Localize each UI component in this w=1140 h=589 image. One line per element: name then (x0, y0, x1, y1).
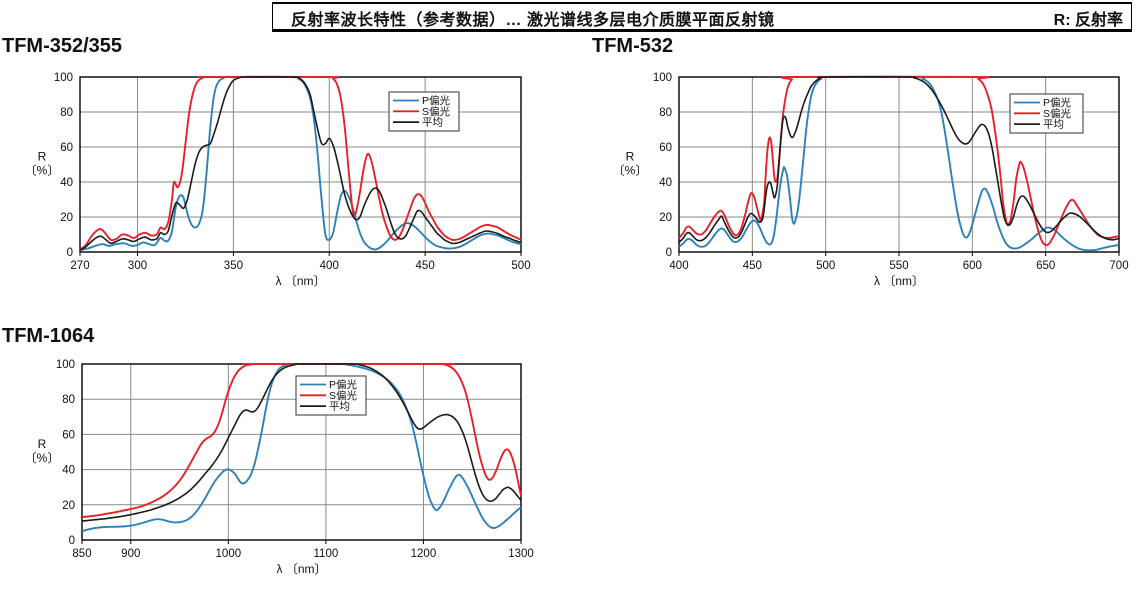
reflectance-note: R: 反射率 (1053, 12, 1123, 29)
x-axis-label: λ 〔nm〕 (276, 562, 326, 576)
legend-label: 平均 (329, 401, 350, 413)
series-line-s (81, 362, 522, 519)
chart-svg-1: 400 450 500 550 600 650 700 0 20 40 60 80 100 λ 〔nm〕 R… (613, 72, 1129, 288)
chart-title-tfm-532: TFM-532 (592, 35, 674, 57)
x-tick-label: 400 (669, 260, 688, 272)
x-tick-label: 600 (963, 260, 982, 272)
series-group (678, 75, 1120, 252)
y-tick-label: 20 (60, 212, 73, 224)
legend-label: P偏光 (329, 378, 358, 391)
series-line-avg (79, 76, 522, 251)
x-tick-label: 450 (743, 260, 762, 272)
legend-label: 平均 (1043, 119, 1064, 131)
legend-label: S偏光 (329, 389, 358, 402)
chart-svg-2: 850 900 1000 1100 1200 1300 0 20 40 60 80 100 λ 〔nm〕… (25, 359, 534, 576)
legend-label: P偏光 (1043, 96, 1072, 109)
y-tick-label: 60 (659, 142, 672, 154)
y-tick-label: 0 (69, 535, 75, 547)
y-tick-label: 60 (62, 429, 75, 441)
y-tick-label: 80 (62, 394, 75, 406)
chart-tfm-1064: TFM-1064 850 900 1000 1100 1200 1300 0 20 40 60 80… (0, 325, 560, 589)
series-group (79, 75, 522, 252)
legend-label: S偏光 (422, 105, 451, 118)
x-tick-label: 900 (121, 548, 140, 560)
chart-title-tfm-1064: TFM-1064 (2, 325, 95, 347)
y-tick-label: 100 (56, 359, 75, 371)
y-tick-label: 0 (666, 247, 672, 259)
x-tick-label: 350 (224, 260, 243, 272)
x-tick-label: 300 (128, 260, 147, 272)
y-tick-label: 40 (60, 177, 73, 189)
x-tick-label: 400 (320, 260, 339, 272)
page-title: 反射率波长特性（参考数据）… 激光谱线多层电介质膜平面反射镜 (291, 12, 775, 29)
x-axis-label: λ 〔nm〕 (275, 274, 325, 288)
y-tick-label: 40 (62, 465, 75, 477)
x-tick-label: 500 (511, 260, 530, 272)
y-tick-label: 0 (67, 247, 73, 259)
y-tick-label: 100 (54, 72, 73, 84)
series-line-s (79, 75, 522, 251)
y-tick-label: 60 (60, 142, 73, 154)
y-axis-label: 〔%〕 (25, 164, 60, 178)
y-axis-label: 〔%〕 (25, 451, 60, 465)
x-tick-label: 650 (1036, 260, 1055, 272)
header-bar: 反射率波长特性（参考数据）… 激光谱线多层电介质膜平面反射镜 R: 反射率 (272, 2, 1132, 32)
y-tick-label: 80 (659, 107, 672, 119)
x-tick-label: 1100 (314, 548, 339, 560)
x-tick-label: 270 (70, 260, 89, 272)
legend-label: 平均 (422, 117, 443, 129)
series-line-s (678, 75, 1120, 247)
y-axis-label: R (38, 150, 47, 164)
x-axis-label: λ 〔nm〕 (874, 274, 924, 288)
x-tick-label: 550 (889, 260, 908, 272)
x-tick-label: 1000 (216, 548, 242, 560)
series-group (81, 362, 522, 533)
x-tick-label: 450 (416, 260, 435, 272)
series-line-p (79, 75, 522, 252)
x-tick-label: 850 (72, 548, 91, 560)
series-line-avg (81, 363, 522, 522)
x-tick-label: 500 (816, 260, 835, 272)
y-tick-label: 100 (653, 72, 672, 84)
series-line-avg (678, 76, 1120, 243)
y-axis-label: R (38, 437, 47, 451)
x-tick-label: 700 (1109, 260, 1128, 272)
y-axis-label: 〔%〕 (613, 164, 648, 178)
x-tick-label: 1300 (508, 548, 534, 560)
y-tick-label: 40 (659, 177, 672, 189)
chart-svg-0: 270 300 350 400 450 500 0 20 40 60 80 100 λ 〔nm〕 R〔%〕… (25, 72, 531, 288)
chart-tfm-352-355: TFM-352/355 270 300 350 400 450 500 0 20 40 60 80 1… (0, 35, 560, 313)
legend-label: S偏光 (1043, 107, 1072, 120)
y-tick-label: 20 (62, 500, 75, 512)
chart-tfm-532: TFM-532 400 450 500 550 600 650 700 0 20 40 60 80 10… (590, 35, 1140, 313)
y-tick-label: 80 (60, 107, 73, 119)
chart-title-tfm-352-355: TFM-352/355 (2, 35, 123, 57)
legend-label: P偏光 (422, 94, 451, 107)
x-tick-label: 1200 (411, 548, 437, 560)
series-line-p (81, 362, 522, 533)
y-axis-label: R (626, 150, 635, 164)
y-tick-label: 20 (659, 212, 672, 224)
